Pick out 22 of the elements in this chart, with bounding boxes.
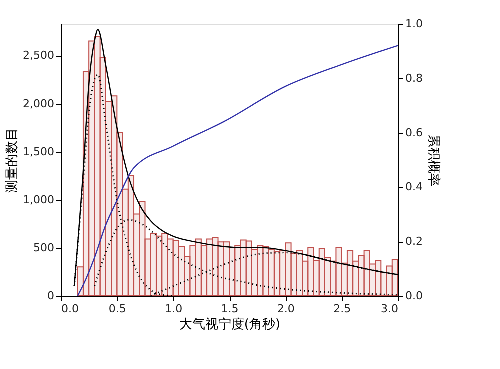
y-tick-label: 2,000	[23, 97, 54, 110]
y-tick-label: 500	[34, 241, 54, 254]
y2-tick-label: 1.0	[406, 18, 423, 30]
y2-tick-label: 0.6	[406, 126, 423, 140]
x-tick-label: 2.0	[277, 302, 295, 316]
x-tick-label: 0.0	[62, 302, 79, 316]
y-tick-label: 2,500	[23, 49, 54, 62]
x-tick-label: 0.5	[108, 302, 126, 316]
y-tick-label: 0	[48, 290, 54, 302]
x-tick-label: 1.5	[221, 302, 239, 316]
x-tick-label: 2.5	[334, 302, 352, 316]
x-tick-label: 3.0	[381, 302, 398, 316]
y2-axis-title: 累积概率	[426, 134, 442, 186]
x-axis-title: 大气视宁度(角秒)	[179, 316, 281, 332]
y2-tick-label: 0.0	[406, 290, 423, 302]
y2-tick-label: 0.8	[406, 72, 423, 85]
y-tick-label: 1,500	[23, 145, 54, 158]
y2-tick-label: 0.4	[406, 180, 423, 194]
y-tick-label: 1,000	[23, 193, 54, 206]
y-axis-title: 测量的数目	[5, 128, 20, 193]
y2-tick-label: 0.2	[406, 235, 423, 248]
x-tick-label: 1.0	[165, 302, 183, 316]
